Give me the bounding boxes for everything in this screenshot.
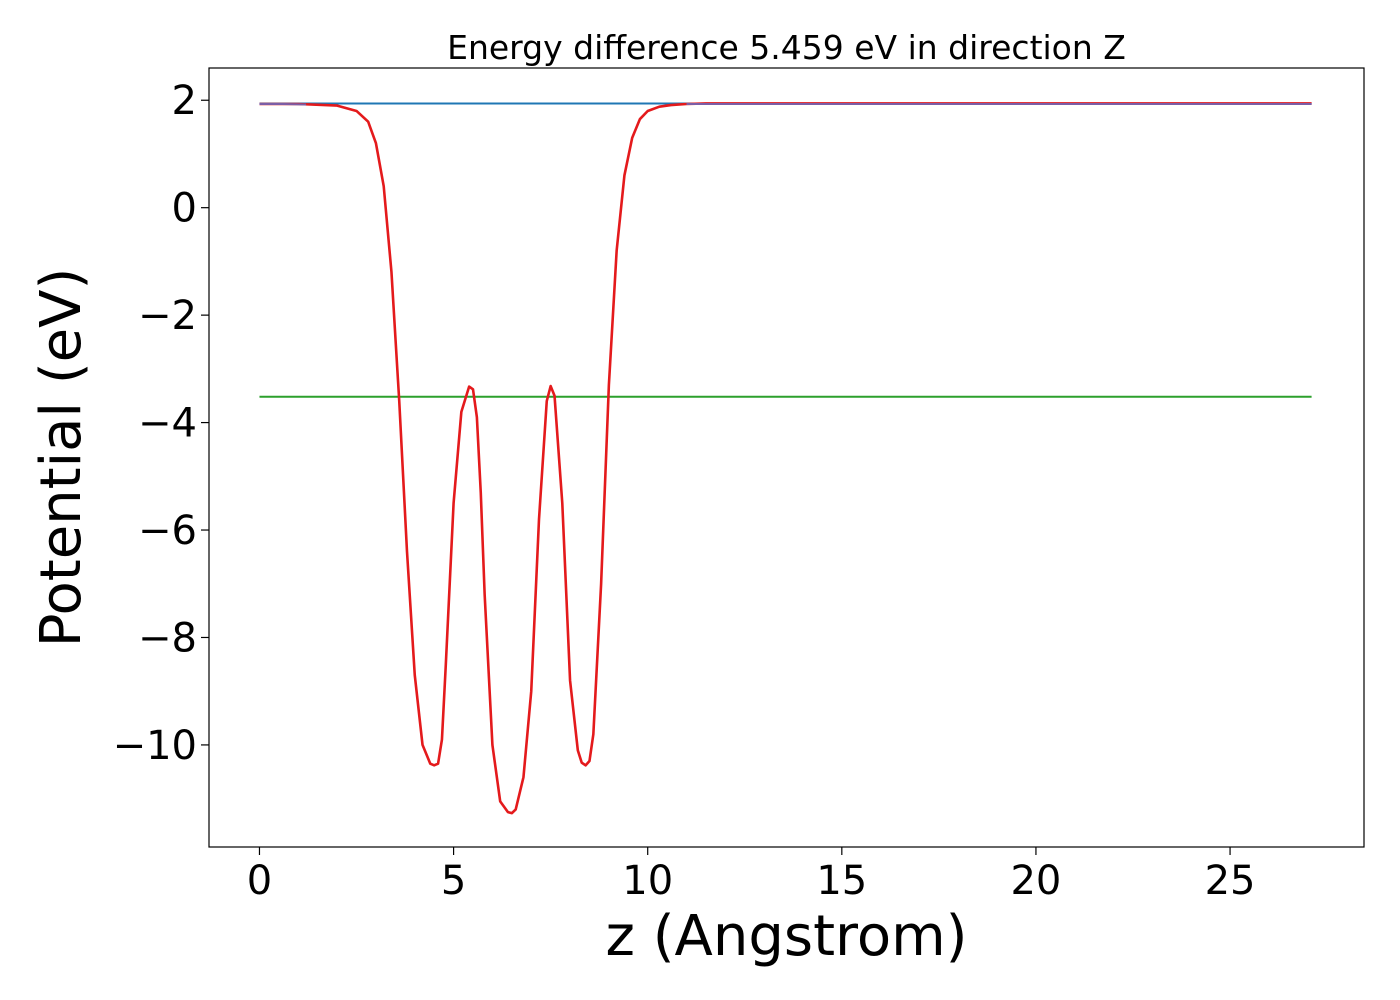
y-tick-label: −10 [113, 723, 197, 769]
x-tick-label: 25 [1205, 858, 1256, 904]
y-tick-label: −8 [138, 615, 197, 661]
x-tick-label: 10 [622, 858, 673, 904]
y-axis-label: Potential (eV) [29, 268, 94, 648]
x-tick-label: 15 [816, 858, 867, 904]
y-tick-label: −4 [138, 401, 197, 447]
series-line-average-3 [259, 103, 307, 106]
series-line-potential-2 [259, 102, 1312, 815]
series-layer [259, 102, 1312, 815]
y-tick-label: 2 [172, 78, 197, 124]
chart-title: Energy difference 5.459 eV in direction … [447, 28, 1126, 67]
x-axis-label: z (Angstrom) [606, 904, 968, 969]
x-tick-label: 5 [441, 858, 466, 904]
x-axis-ticks: 0 5 10 15 20 25 [247, 847, 1256, 904]
x-tick-label: 20 [1010, 858, 1061, 904]
y-axis-ticks: 2 0 −2 −4 −6 −8 −10 [113, 78, 209, 769]
y-tick-label: −6 [138, 508, 197, 554]
y-tick-label: −2 [138, 293, 197, 339]
y-tick-label: 0 [172, 186, 197, 232]
plot-frame [208, 67, 1365, 848]
x-tick-label: 0 [247, 858, 272, 904]
